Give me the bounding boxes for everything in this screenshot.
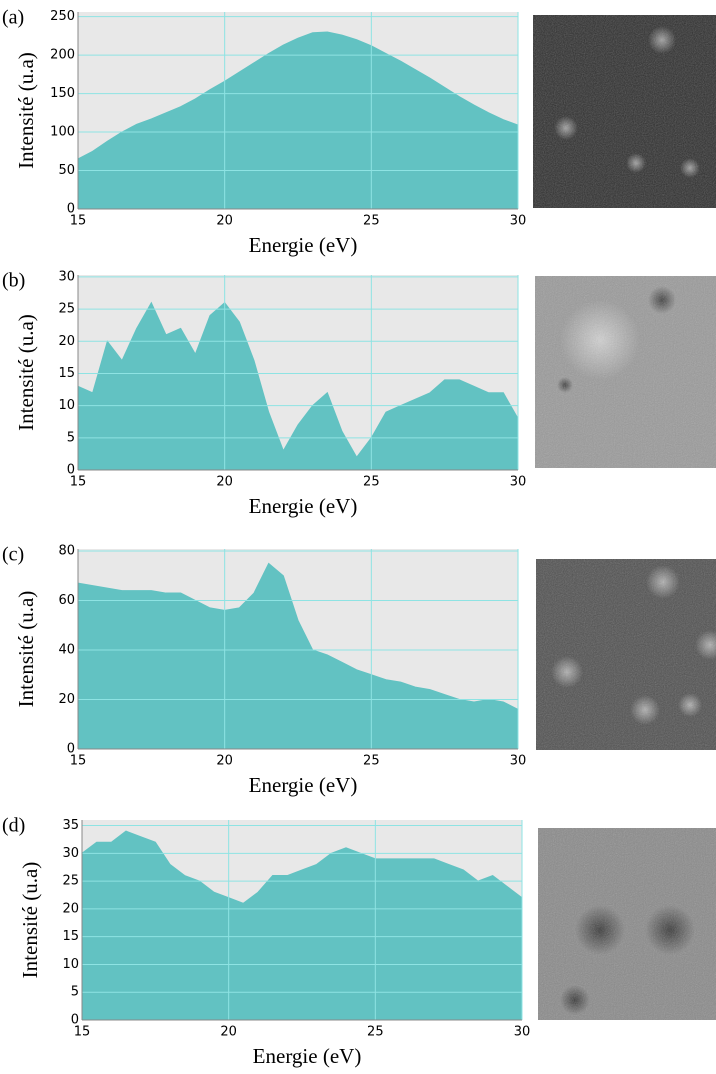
y-tick-label: 50 [58, 163, 75, 178]
image-d [538, 828, 716, 1020]
y-tick-label: 0 [67, 742, 75, 757]
y-tick-label: 15 [58, 366, 75, 381]
y-tick-label: 30 [62, 846, 79, 861]
y-axis-label: Intensité (u.a) [14, 314, 38, 431]
x-tick-label: 30 [510, 754, 527, 769]
x-tick-label: 20 [216, 214, 233, 229]
y-axis-label: Intensité (u.a) [14, 52, 38, 169]
x-tick-label: 25 [363, 754, 380, 769]
y-tick-label: 0 [71, 1013, 79, 1028]
x-tick-label: 15 [70, 754, 87, 769]
x-axis-label: Energie (eV) [249, 233, 358, 257]
y-tick-label: 10 [58, 398, 75, 413]
area-edge [77, 562, 519, 710]
y-tick-label: 80 [58, 543, 75, 558]
panel-label: (a) [2, 7, 24, 29]
area-edge [81, 830, 523, 904]
y-tick-label: 10 [62, 957, 79, 972]
x-tick-label: 30 [510, 214, 527, 229]
y-tick-label: 0 [67, 202, 75, 217]
y-tick-label: 20 [62, 901, 79, 916]
image-a [533, 15, 716, 208]
y-axis-label: Intensité (u.a) [18, 862, 42, 979]
x-axis-label: Energie (eV) [249, 494, 358, 518]
x-tick-label: 20 [220, 1025, 237, 1040]
area-fill [78, 563, 518, 749]
image-b [535, 276, 716, 468]
x-axis-label: Energie (eV) [249, 773, 358, 797]
y-tick-label: 5 [67, 430, 75, 445]
y-tick-label: 250 [50, 9, 75, 24]
y-tick-label: 5 [71, 985, 79, 1000]
y-tick-label: 0 [67, 463, 75, 478]
y-tick-label: 200 [50, 48, 75, 63]
panel-label: (b) [2, 270, 25, 292]
area-fill [78, 32, 518, 209]
y-tick-label: 20 [58, 692, 75, 707]
y-tick-label: 25 [58, 302, 75, 317]
area-fill [78, 302, 518, 470]
y-tick-label: 60 [58, 593, 75, 608]
area-edge [77, 301, 519, 459]
image-c [536, 559, 716, 750]
panel-label: (d) [2, 815, 25, 837]
x-axis-label: Energie (eV) [253, 1044, 362, 1068]
y-tick-label: 40 [58, 642, 75, 657]
x-tick-label: 30 [510, 475, 527, 490]
y-tick-label: 15 [62, 929, 79, 944]
y-tick-label: 30 [58, 269, 75, 284]
y-tick-label: 20 [58, 334, 75, 349]
x-tick-label: 20 [216, 754, 233, 769]
x-tick-label: 15 [74, 1025, 91, 1040]
y-axis-label: Intensité (u.a) [14, 591, 38, 708]
area-edge [77, 31, 519, 160]
x-tick-label: 25 [363, 475, 380, 490]
x-tick-label: 25 [363, 214, 380, 229]
x-tick-label: 30 [514, 1025, 531, 1040]
y-tick-label: 150 [50, 86, 75, 101]
x-tick-label: 25 [367, 1025, 384, 1040]
y-tick-label: 35 [62, 818, 79, 833]
x-tick-label: 20 [216, 475, 233, 490]
x-tick-label: 15 [70, 475, 87, 490]
y-tick-label: 100 [50, 125, 75, 140]
x-tick-label: 15 [70, 214, 87, 229]
y-tick-label: 25 [62, 874, 79, 889]
panel-label: (c) [2, 544, 24, 566]
